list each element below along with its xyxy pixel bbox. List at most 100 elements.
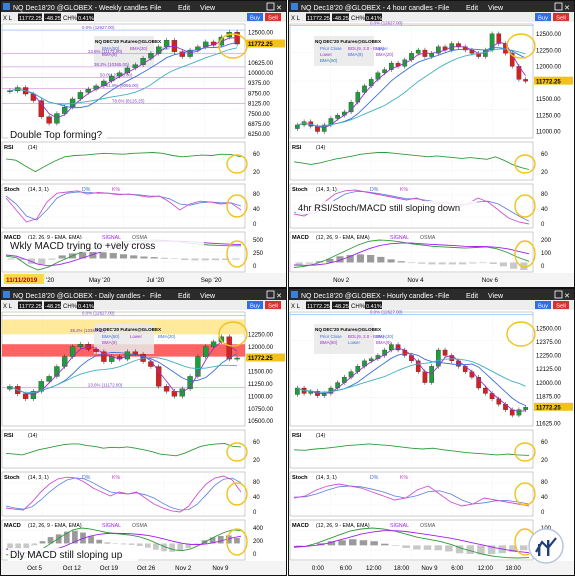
toolbar-xl: X L xyxy=(3,16,13,22)
rsi-label: RSI xyxy=(4,145,14,151)
overlay-label: BMA(9) xyxy=(348,52,363,57)
candle xyxy=(7,90,13,92)
stoch-k-line xyxy=(293,483,530,507)
maximize-icon[interactable] xyxy=(554,290,563,299)
overlay-label: BMA(50) xyxy=(102,334,120,339)
title-bar xyxy=(289,1,574,12)
ema50-line xyxy=(297,358,526,393)
menu-file: File xyxy=(438,5,449,12)
study-legend-title: NQ DEC'20 Futures@GLOBEX xyxy=(95,39,162,44)
buy-button[interactable] xyxy=(535,13,551,21)
osma-bar xyxy=(27,258,36,264)
maximize-icon[interactable] xyxy=(266,290,275,299)
change-pct: 0.41% xyxy=(78,16,94,22)
time-tick: 18:00 xyxy=(505,565,521,572)
stoch-label: Stoch xyxy=(4,475,20,481)
study-legend-box xyxy=(314,36,374,66)
buy-button-label: Buy xyxy=(250,16,260,22)
stoch-k-legend: K% xyxy=(400,475,408,481)
osma-bar xyxy=(359,540,368,546)
overlay-label: BMA(20) xyxy=(158,334,176,339)
close-icon: ✕ xyxy=(564,5,570,12)
stoch-tick: 40 xyxy=(253,207,260,213)
brand-logo xyxy=(528,528,564,564)
osma-bar xyxy=(445,545,453,552)
osma-bar xyxy=(161,543,167,552)
stoch-k-legend: K% xyxy=(112,475,120,481)
stoch-label: Stoch xyxy=(4,187,20,193)
price-tick: 6250.00 xyxy=(248,132,270,138)
fib-label: 0.0% (12627.00) xyxy=(370,309,403,314)
overlay-label: BMA(20) xyxy=(130,46,148,51)
buy-button[interactable] xyxy=(247,13,263,21)
toolbar xyxy=(289,12,574,22)
candle xyxy=(395,344,401,351)
macd-label: MACD xyxy=(292,235,309,241)
candle xyxy=(389,62,394,70)
highlight-circle xyxy=(226,154,248,174)
rsi-label: RSI xyxy=(292,433,302,439)
price-tick: 12250.00 xyxy=(536,354,562,360)
highlight-circle xyxy=(514,240,536,268)
candle xyxy=(187,49,193,57)
sell-button[interactable] xyxy=(265,13,281,21)
candle xyxy=(321,124,327,132)
osma-bar xyxy=(391,545,400,546)
time-tick: Nov 9 xyxy=(421,565,438,572)
osma-bar xyxy=(48,258,56,260)
last-price-label: 11772.25 xyxy=(248,42,273,48)
candle xyxy=(101,351,107,362)
buy-button[interactable] xyxy=(247,301,263,309)
ema9-line xyxy=(9,37,238,119)
last-price-tag xyxy=(534,76,573,85)
stoch-d-legend: D% xyxy=(82,475,91,481)
annotation-text: Dly MACD still sloping up xyxy=(10,550,123,561)
maximize-icon[interactable] xyxy=(554,2,563,11)
close-icon: ✕ xyxy=(564,293,570,300)
rsi-tick: 20 xyxy=(253,458,260,464)
candle xyxy=(38,100,44,117)
price-tick: 10625.00 xyxy=(248,61,274,67)
change-pct: 0.41% xyxy=(366,304,382,310)
osma-bar xyxy=(96,539,103,544)
osma-bar xyxy=(7,543,13,549)
osma-bar xyxy=(305,262,313,264)
macd-label: MACD xyxy=(4,523,21,529)
highlight-circle xyxy=(506,321,536,347)
sell-button[interactable] xyxy=(553,13,569,21)
rsi-label: RSI xyxy=(292,145,302,151)
maximize-icon[interactable] xyxy=(266,2,275,11)
menu-edit: Edit xyxy=(466,5,478,12)
osma-bar xyxy=(128,543,135,545)
osma-bar xyxy=(144,543,151,548)
osma-bar xyxy=(7,258,15,260)
last-price-label: 11772.25 xyxy=(536,405,561,411)
candle xyxy=(77,92,84,100)
macd-tick: 250 xyxy=(253,251,264,257)
sell-button[interactable] xyxy=(553,301,569,309)
stoch-tick: 80 xyxy=(253,480,260,486)
osma-bar xyxy=(428,262,436,265)
candle xyxy=(456,43,461,47)
ema50-line xyxy=(297,48,526,127)
sell-button-label: Sell xyxy=(556,304,566,310)
osma-bar xyxy=(15,543,21,550)
sell-button[interactable] xyxy=(265,301,281,309)
highlight-circle xyxy=(226,482,248,506)
osma-bar xyxy=(438,262,446,265)
app-icon xyxy=(3,291,10,298)
buy-button[interactable] xyxy=(535,301,551,309)
osma-bar xyxy=(346,255,354,263)
fib-label: 78.6% (8125.25) xyxy=(112,98,145,103)
last-price-tag xyxy=(246,353,285,362)
stoch-k-legend: K% xyxy=(400,187,408,193)
candle xyxy=(436,46,441,54)
osma-bar xyxy=(23,543,30,549)
macd-tick: 200 xyxy=(541,238,552,244)
price-tick: 11250.00 xyxy=(248,382,273,388)
fib-label: 38.2% (10365.00) xyxy=(94,62,129,67)
highlight-circle xyxy=(226,528,248,556)
annotation-bg xyxy=(296,201,477,214)
price-tick: 11625.00 xyxy=(536,421,561,427)
osma-bar xyxy=(72,530,78,544)
